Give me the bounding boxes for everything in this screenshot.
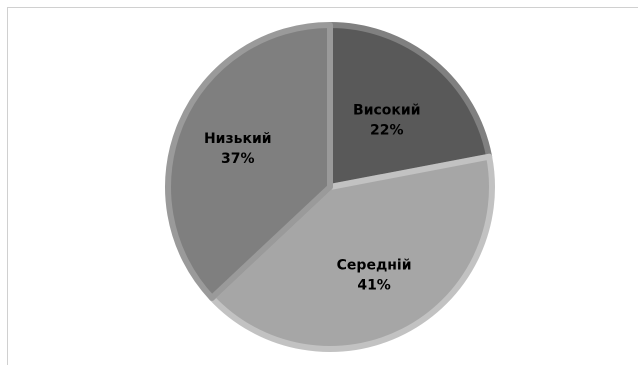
pie-slice-2 <box>208 153 495 352</box>
data-label-percent: 22% <box>370 122 404 138</box>
data-label-3: Низький 37% <box>204 131 272 167</box>
data-label-category: Низький <box>204 131 272 147</box>
data-label-percent: 37% <box>221 151 255 167</box>
pie-slice-3 <box>165 22 333 301</box>
chart-area <box>7 7 638 365</box>
pie-slice-1 <box>327 22 493 190</box>
data-label-1: Високий 22% <box>353 102 421 138</box>
data-label-percent: 41% <box>357 278 391 294</box>
pie-data-labels: Високий 22% Середній 41% Низький 37% <box>204 102 421 293</box>
pie-slices <box>165 22 495 352</box>
data-label-2: Середній 41% <box>337 258 412 294</box>
data-label-category: Середній <box>337 258 412 274</box>
data-label-category: Високий <box>353 102 421 118</box>
